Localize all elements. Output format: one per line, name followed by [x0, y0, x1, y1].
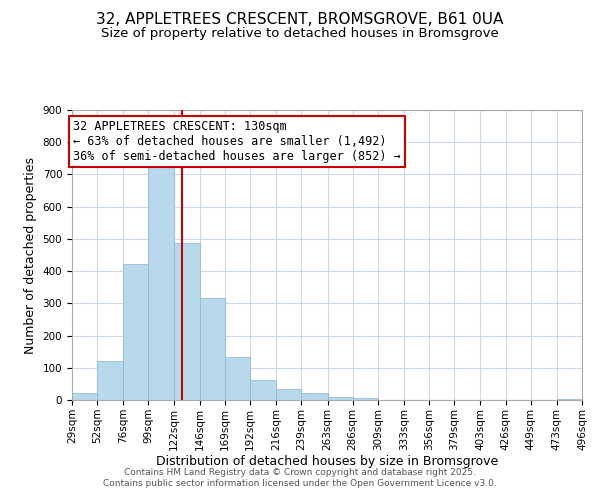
Bar [173, 243, 200, 400]
Bar [97, 360, 124, 400]
Bar [276, 390, 301, 400]
Bar [148, 161, 173, 400]
Bar [557, 399, 582, 400]
X-axis label: Distribution of detached houses by size in Bromsgrove: Distribution of detached houses by size … [156, 456, 498, 468]
Text: 32 APPLETREES CRESCENT: 130sqm
← 63% of detached houses are smaller (1,492)
36% : 32 APPLETREES CRESCENT: 130sqm ← 63% of … [73, 120, 401, 162]
Text: 32, APPLETREES CRESCENT, BROMSGROVE, B61 0UA: 32, APPLETREES CRESCENT, BROMSGROVE, B61… [97, 12, 503, 28]
Y-axis label: Number of detached properties: Number of detached properties [24, 156, 37, 354]
Bar [124, 264, 148, 400]
Bar [250, 380, 276, 400]
Bar [225, 358, 250, 400]
Bar [328, 397, 353, 400]
Bar [301, 393, 328, 400]
Bar [200, 298, 225, 400]
Bar [353, 398, 378, 400]
Bar [72, 393, 97, 400]
Text: Contains HM Land Registry data © Crown copyright and database right 2025.
Contai: Contains HM Land Registry data © Crown c… [103, 468, 497, 487]
Text: Size of property relative to detached houses in Bromsgrove: Size of property relative to detached ho… [101, 28, 499, 40]
